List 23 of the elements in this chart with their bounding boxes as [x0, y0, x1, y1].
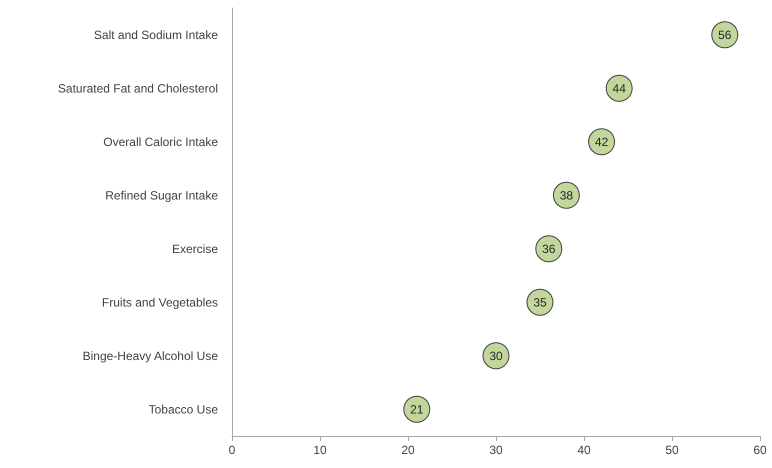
data-label: 21 [410, 402, 424, 416]
y-tick-label: Tobacco Use [148, 402, 218, 416]
x-tick-label: 20 [401, 443, 415, 457]
x-tick-label: 30 [489, 443, 503, 457]
y-tick-label: Exercise [172, 242, 218, 256]
y-tick-label: Refined Sugar Intake [105, 188, 218, 202]
data-label: 35 [533, 295, 547, 310]
y-tick-label: Salt and Sodium Intake [94, 28, 218, 42]
y-tick-label: Binge-Heavy Alcohol Use [82, 348, 218, 363]
y-tick-label: Saturated Fat and Cholesterol [58, 81, 218, 96]
data-label: 30 [489, 348, 503, 363]
x-tick-label: 0 [228, 443, 236, 457]
data-label: 56 [718, 28, 732, 42]
x-tick-label: 60 [753, 443, 767, 457]
data-label: 44 [612, 81, 626, 96]
y-tick-label: Overall Caloric Intake [103, 134, 218, 149]
x-tick-label: 40 [577, 443, 591, 457]
data-label: 42 [594, 134, 609, 149]
x-tick-label: 10 [313, 443, 327, 457]
data-label: 36 [542, 242, 556, 256]
data-label: 38 [560, 188, 574, 202]
y-tick-label: Fruits and Vegetables [102, 295, 218, 310]
x-tick-label: 50 [665, 443, 679, 457]
